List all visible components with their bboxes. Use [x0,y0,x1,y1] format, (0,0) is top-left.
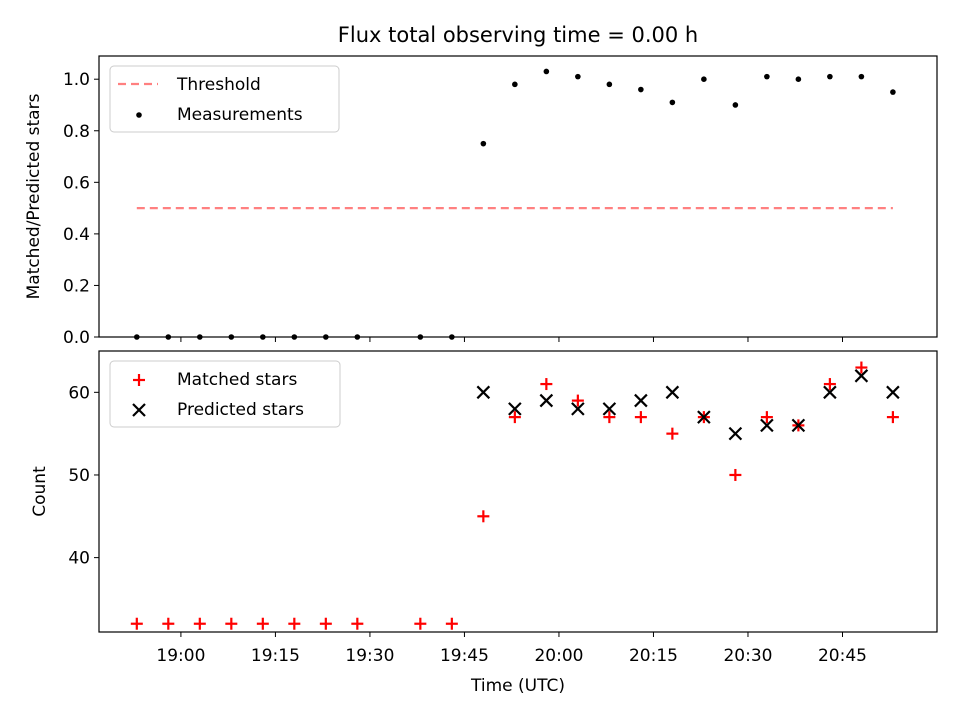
measurement-point [732,102,739,108]
y-tick-label: 0.8 [63,122,90,142]
y-tick-label: 40 [68,549,90,569]
count-panel: 40 50 60 19:00 19:15 19:30 19:45 20:00 20:15 20:… [30,350,938,696]
y-tick-label: 1.0 [63,70,90,90]
legend-box [109,360,341,428]
matched-star-point [193,617,206,630]
y-tick-label: 0.6 [63,173,90,193]
matched-star-point [319,617,332,630]
predicted-star-point [508,402,522,416]
y-tick-label: 0.2 [63,276,90,296]
predicted-star-point [539,393,554,408]
ratio-axes-frame [98,55,938,338]
count-marks [130,361,900,630]
matched-star-point [571,394,584,407]
matched-star-point [886,411,899,424]
legend-label-measurements: Measurements [177,105,303,125]
measurement-point [858,73,865,80]
x-tick-label: 19:30 [345,646,394,666]
matched-star-point [477,510,490,523]
chart-title: Flux total observing time = 0.00 h [338,23,698,47]
measurement-point [827,73,833,80]
count-legend: Matched stars Predicted stars [109,360,341,428]
predicted-star-point [886,385,900,400]
matched-star-point [130,617,143,630]
x-tick-label: 19:00 [156,646,205,666]
count-axes-frame [98,350,938,633]
y-tick-label: 0.0 [63,328,90,348]
predicted-star-point [602,402,617,416]
ratio-y-axis-label: Matched/Predicted stars [24,93,44,299]
x-axis-label: Time (UTC) [470,676,565,696]
ratio-panel: Flux total observing time = 0.00 h 0.00.… [24,23,938,348]
predicted-star-point [665,385,680,400]
predicted-star-point [854,369,869,383]
measurement-point [512,81,518,88]
matched-star-point [603,411,616,424]
measurement-point [606,81,613,88]
predicted-star-point [634,393,648,408]
x-tick-label: 20:45 [818,646,867,666]
matched-star-point [634,411,647,424]
legend-label-predicted: Predicted stars [177,400,304,420]
measurement-point [480,140,487,147]
y-tick-label: 50 [68,466,90,486]
matched-star-point [225,617,238,630]
y-tick-label: 0.4 [63,225,90,245]
legend-label-matched: Matched stars [177,370,297,390]
predicted-star-point [476,385,491,400]
matched-star-point [855,361,868,374]
matched-star-point [288,617,301,630]
predicted-star-point [823,385,837,400]
measurement-point [890,89,896,95]
predicted-star-point [571,402,585,416]
measurement-point [638,86,644,93]
legend-label-threshold: Threshold [176,75,261,95]
count-y-axis-label: Count [30,466,50,517]
matched-star-point [760,411,773,424]
predicted-star-point [760,418,774,433]
x-tick-label: 19:45 [440,646,489,666]
x-tick-label: 20:00 [534,646,583,666]
matched-star-point [351,617,364,630]
matched-star-point [823,378,836,391]
measurement-point [575,73,581,80]
measurement-point [764,73,770,80]
matched-star-point [540,378,553,391]
x-tick-label: 20:30 [723,646,772,666]
legend-box [109,65,340,133]
y-tick-label: 60 [68,383,90,403]
matched-star-point [666,427,679,440]
measurement-point [795,76,802,83]
predicted-star-point [728,426,743,441]
matched-star-point [256,617,269,630]
matched-star-point [414,617,427,630]
x-tick-label: 19:15 [251,646,300,666]
ratio-marks [134,68,896,340]
matched-star-point [162,617,175,630]
matched-star-point [508,411,521,424]
matched-star-point [445,617,458,630]
legend-predicted-swatch [132,403,146,417]
measurement-point [669,99,676,106]
ratio-legend: Threshold Measurements [109,65,340,133]
count-y-ticks: 40 50 60 [68,383,99,569]
legend-matched-swatch [133,374,145,386]
ratio-y-ticks: 0.0 0.2 0.4 0.6 0.8 1.0 [63,70,99,348]
legend-measurement-swatch [136,112,142,118]
predicted-star-point [697,410,711,424]
measurement-point [543,68,550,75]
measurement-point [701,76,707,83]
predicted-star-point [791,418,806,433]
x-tick-label: 20:15 [629,646,678,666]
count-x-ticks: 19:00 19:15 19:30 19:45 20:00 20:15 20:30 20:45 [156,632,867,666]
ratio-x-ticks [180,337,843,342]
matched-star-point [729,468,742,481]
